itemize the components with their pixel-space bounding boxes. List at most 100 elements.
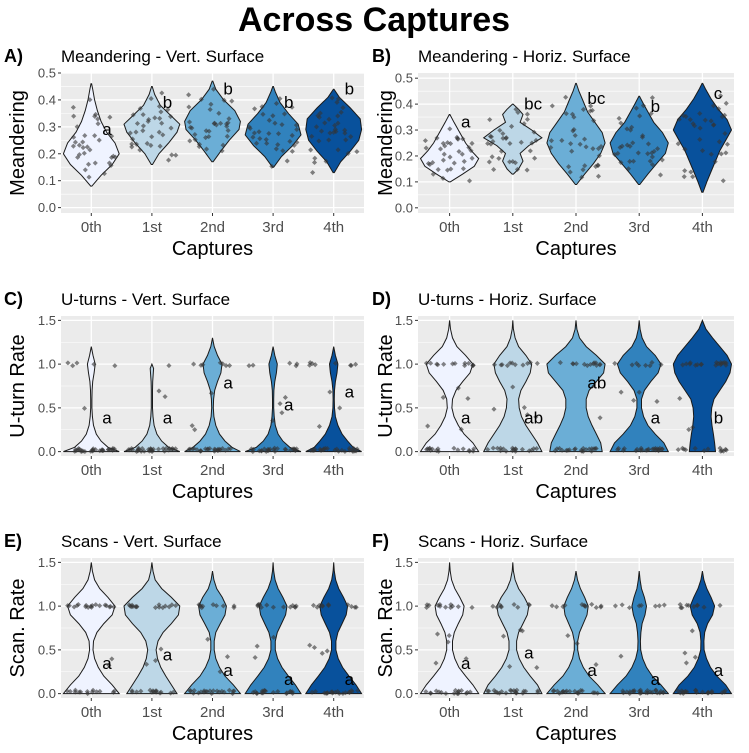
data-point — [327, 389, 333, 395]
data-point — [160, 132, 166, 138]
data-point — [144, 140, 150, 146]
data-point — [323, 158, 329, 164]
data-point — [251, 130, 257, 136]
data-point — [593, 360, 599, 366]
violin-3rd — [244, 86, 302, 168]
data-point — [455, 136, 461, 142]
data-point — [250, 134, 256, 140]
data-point — [166, 157, 172, 163]
data-point — [348, 362, 354, 369]
violin-1st — [123, 362, 180, 453]
data-point — [133, 129, 139, 135]
data-point — [81, 150, 87, 156]
data-point — [567, 169, 573, 175]
y-tick-label: 0.5 — [38, 400, 56, 415]
data-point — [520, 362, 526, 368]
significance-letter: b — [284, 93, 293, 112]
chart-panel-e: a a a a a 0.0 0.5 1.0 1.5 0th 1st 2nd 3rd 4th Captures… — [4, 531, 364, 745]
panel-label: C) — [4, 289, 23, 309]
x-axis-title: Captures — [172, 723, 253, 745]
data-point — [440, 175, 446, 181]
data-point — [649, 359, 655, 365]
data-point — [157, 143, 163, 149]
data-point — [509, 360, 515, 366]
data-point — [309, 689, 315, 695]
data-point — [192, 131, 198, 138]
data-point — [74, 124, 80, 130]
data-point — [640, 133, 646, 139]
data-point — [686, 427, 692, 433]
data-point — [155, 446, 162, 452]
data-point — [718, 151, 724, 157]
y-tick-label: 0.5 — [395, 642, 413, 657]
data-point — [252, 106, 258, 112]
data-point — [273, 146, 279, 152]
data-point — [520, 690, 526, 696]
data-point — [448, 605, 454, 611]
significance-letter: a — [461, 409, 471, 428]
data-point — [447, 126, 453, 132]
data-point — [215, 447, 221, 453]
y-tick-label: 1.0 — [38, 357, 56, 372]
x-axis-title: Captures — [535, 481, 616, 503]
data-point — [504, 363, 510, 369]
panel-label: E) — [4, 531, 22, 551]
data-point — [550, 688, 556, 694]
x-tick-label: 2nd — [200, 704, 225, 721]
data-point — [515, 604, 521, 610]
data-point — [491, 166, 497, 173]
data-point — [564, 688, 570, 694]
data-point — [437, 146, 444, 152]
chart-panel-f: a a a a a 0.0 0.5 1.0 1.5 0th 1st 2nd 3rd 4th Captures… — [372, 531, 734, 745]
violin-4th — [305, 346, 362, 453]
data-point — [223, 363, 229, 369]
data-point — [173, 152, 179, 158]
data-point — [494, 445, 501, 451]
data-point — [197, 448, 203, 454]
data-point — [253, 140, 260, 146]
data-point — [271, 447, 277, 453]
data-point — [549, 603, 555, 609]
data-point — [511, 601, 517, 608]
significance-letter: b — [163, 93, 172, 112]
data-point — [165, 107, 171, 113]
data-point — [129, 141, 135, 147]
data-point — [289, 132, 295, 139]
x-tick-label: 4th — [692, 219, 713, 236]
data-point — [627, 158, 633, 165]
x-tick-label: 4th — [692, 704, 713, 721]
x-axis-title: Captures — [172, 238, 253, 260]
significance-letter: a — [284, 670, 294, 689]
data-point — [256, 448, 262, 454]
data-point — [203, 135, 209, 141]
panel-label: D) — [372, 289, 391, 309]
data-point — [156, 103, 163, 109]
significance-letter: a — [223, 374, 233, 393]
significance-letter: a — [102, 409, 112, 428]
data-point — [145, 118, 151, 124]
data-point — [510, 446, 517, 452]
data-point — [135, 447, 141, 453]
significance-letter: b — [345, 80, 354, 99]
data-point — [264, 140, 270, 146]
violin-0th — [419, 114, 480, 183]
data-point — [287, 360, 293, 366]
data-point — [705, 690, 711, 696]
violin-4th — [672, 319, 733, 453]
x-tick-label: 0th — [81, 704, 102, 721]
data-point — [717, 602, 723, 608]
y-tick-label: 0.2 — [38, 146, 56, 161]
data-point — [207, 106, 213, 113]
data-point — [519, 628, 525, 634]
y-tick-label: 0.5 — [38, 642, 56, 657]
significance-letter: a — [587, 661, 597, 680]
data-point — [337, 405, 343, 411]
panel-label: B) — [372, 46, 391, 66]
data-point — [618, 653, 624, 659]
data-point — [448, 166, 454, 172]
y-tick-label: 1.5 — [395, 313, 413, 328]
data-point — [428, 360, 434, 366]
data-point — [227, 446, 234, 452]
data-point — [507, 664, 513, 670]
significance-letter: a — [714, 661, 724, 680]
